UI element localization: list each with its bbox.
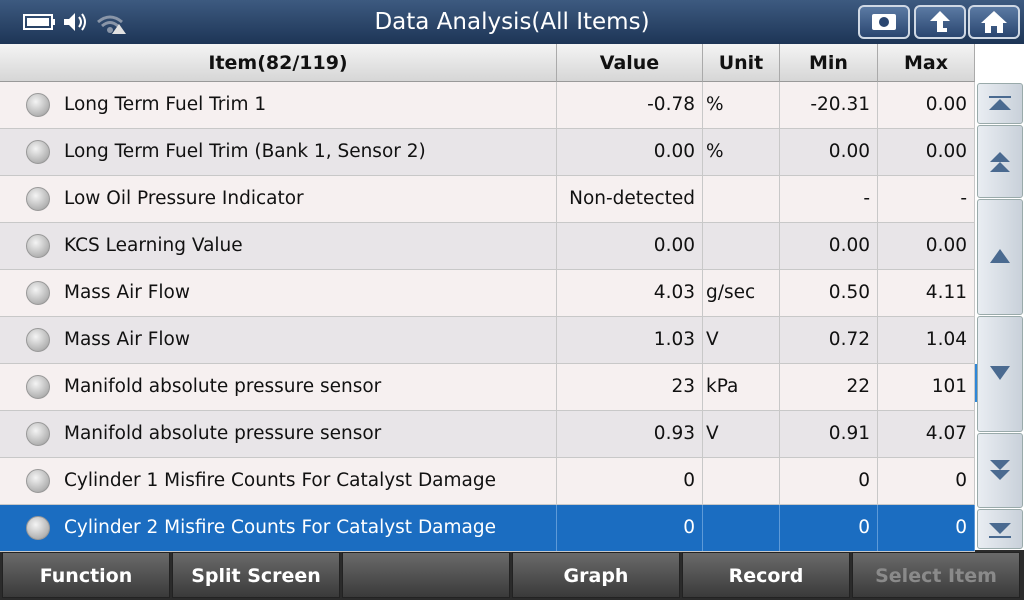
cell-value: 1.03 (557, 317, 703, 363)
cell-item: Long Term Fuel Trim (Bank 1, Sensor 2) (0, 129, 557, 175)
cell-max: 0.00 (878, 129, 975, 175)
table-row[interactable]: Long Term Fuel Trim (Bank 1, Sensor 2) 0.… (0, 129, 975, 176)
table-row[interactable]: Mass Air Flow 1.03 V 0.72 1.04 (0, 317, 975, 364)
cell-max: 0 (878, 505, 975, 551)
cell-unit (703, 458, 780, 504)
table-row[interactable]: KCS Learning Value 0.00 0.00 0.00 (0, 223, 975, 270)
row-radio[interactable] (26, 140, 50, 164)
cell-value: Non-detected (557, 176, 703, 222)
table-row[interactable]: Manifold absolute pressure sensor 23 kPa 22… (0, 364, 975, 411)
cell-item: Mass Air Flow (0, 270, 557, 316)
cell-max: 4.11 (878, 270, 975, 316)
footer-button[interactable]: Split Screen (172, 552, 340, 598)
cell-unit: V (703, 411, 780, 457)
cell-max: 0 (878, 458, 975, 504)
footer-button[interactable]: Function (2, 552, 170, 598)
cell-max: 0.00 (878, 223, 975, 269)
screen-title: Data Analysis(All Items) (374, 9, 650, 35)
cell-min: 0.72 (780, 317, 878, 363)
footer-button[interactable] (342, 552, 510, 598)
cell-unit: g/sec (703, 270, 780, 316)
scroll-down-button[interactable] (977, 316, 1023, 432)
row-radio[interactable] (26, 469, 50, 493)
column-header[interactable]: Unit (703, 44, 780, 82)
footer-button[interactable]: Graph (512, 552, 680, 598)
cell-value: -0.78 (557, 82, 703, 128)
screenshot-button[interactable] (858, 5, 910, 39)
cell-max: - (878, 176, 975, 222)
cell-value: 0.00 (557, 223, 703, 269)
cell-item: Low Oil Pressure Indicator (0, 176, 557, 222)
table-row[interactable]: Manifold absolute pressure sensor 0.93 V 0.… (0, 411, 975, 458)
cell-item: Long Term Fuel Trim 1 (0, 82, 557, 128)
cell-unit (703, 505, 780, 551)
cell-min: 0.91 (780, 411, 878, 457)
column-header[interactable]: Item(82/119) (0, 44, 557, 82)
row-radio[interactable] (26, 281, 50, 305)
column-header[interactable]: Max (878, 44, 975, 82)
back-button[interactable] (914, 5, 966, 39)
footer-button: Select Item (852, 552, 1020, 598)
cell-unit: V (703, 317, 780, 363)
row-radio[interactable] (26, 93, 50, 117)
cell-unit: kPa (703, 364, 780, 410)
cell-min: -20.31 (780, 82, 878, 128)
top-bar (0, 0, 1024, 44)
scroll-bottom-button[interactable] (977, 509, 1023, 549)
cell-min: 0.50 (780, 270, 878, 316)
page-down-button[interactable] (977, 433, 1023, 508)
row-radio[interactable] (26, 375, 50, 399)
table-row[interactable]: Cylinder 2 Misfire Counts For Catalyst D… (0, 505, 975, 552)
row-radio[interactable] (26, 187, 50, 211)
cell-item: KCS Learning Value (0, 223, 557, 269)
cell-item: Mass Air Flow (0, 317, 557, 363)
cell-item: Cylinder 2 Misfire Counts For Catalyst D… (0, 505, 557, 551)
cell-item: Manifold absolute pressure sensor (0, 364, 557, 410)
table-row[interactable]: Cylinder 1 Misfire Counts For Catalyst D… (0, 458, 975, 505)
cell-max: 1.04 (878, 317, 975, 363)
cell-value: 0.93 (557, 411, 703, 457)
table-row[interactable]: Long Term Fuel Trim 1 -0.78% -20.31 0.00 (0, 82, 975, 129)
row-radio[interactable] (26, 234, 50, 258)
row-radio[interactable] (26, 328, 50, 352)
cell-unit: % (703, 82, 780, 128)
row-radio[interactable] (26, 516, 50, 540)
cell-unit: % (703, 129, 780, 175)
column-header[interactable]: Min (780, 44, 878, 82)
column-header[interactable]: Value (557, 44, 703, 82)
cell-item: Manifold absolute pressure sensor (0, 411, 557, 457)
page-up-button[interactable] (977, 125, 1023, 198)
cell-max: 4.07 (878, 411, 975, 457)
cell-min: - (780, 176, 878, 222)
cell-min: 0.00 (780, 223, 878, 269)
table-row[interactable]: Low Oil Pressure Indicator Non-detected - - (0, 176, 975, 223)
scroll-top-button[interactable] (977, 83, 1023, 124)
table-row[interactable]: Mass Air Flow 4.03 g/sec 0.50 4.11 (0, 270, 975, 317)
cell-value: 23 (557, 364, 703, 410)
cell-unit (703, 223, 780, 269)
cell-value: 0 (557, 505, 703, 551)
cell-min: 22 (780, 364, 878, 410)
cell-item: Cylinder 1 Misfire Counts For Catalyst D… (0, 458, 557, 504)
cell-max: 101 (878, 364, 975, 410)
scroll-indicator (974, 364, 977, 402)
scroll-up-button[interactable] (977, 199, 1023, 315)
footer-button[interactable]: Record (682, 552, 850, 598)
cell-value: 0.00 (557, 129, 703, 175)
status-icons (23, 13, 126, 34)
cell-min: 0.00 (780, 129, 878, 175)
cell-max: 0.00 (878, 82, 975, 128)
cell-min: 0 (780, 458, 878, 504)
cell-value: 0 (557, 458, 703, 504)
cell-value: 4.03 (557, 270, 703, 316)
row-radio[interactable] (26, 422, 50, 446)
cell-unit (703, 176, 780, 222)
cell-min: 0 (780, 505, 878, 551)
home-button[interactable] (968, 5, 1020, 39)
